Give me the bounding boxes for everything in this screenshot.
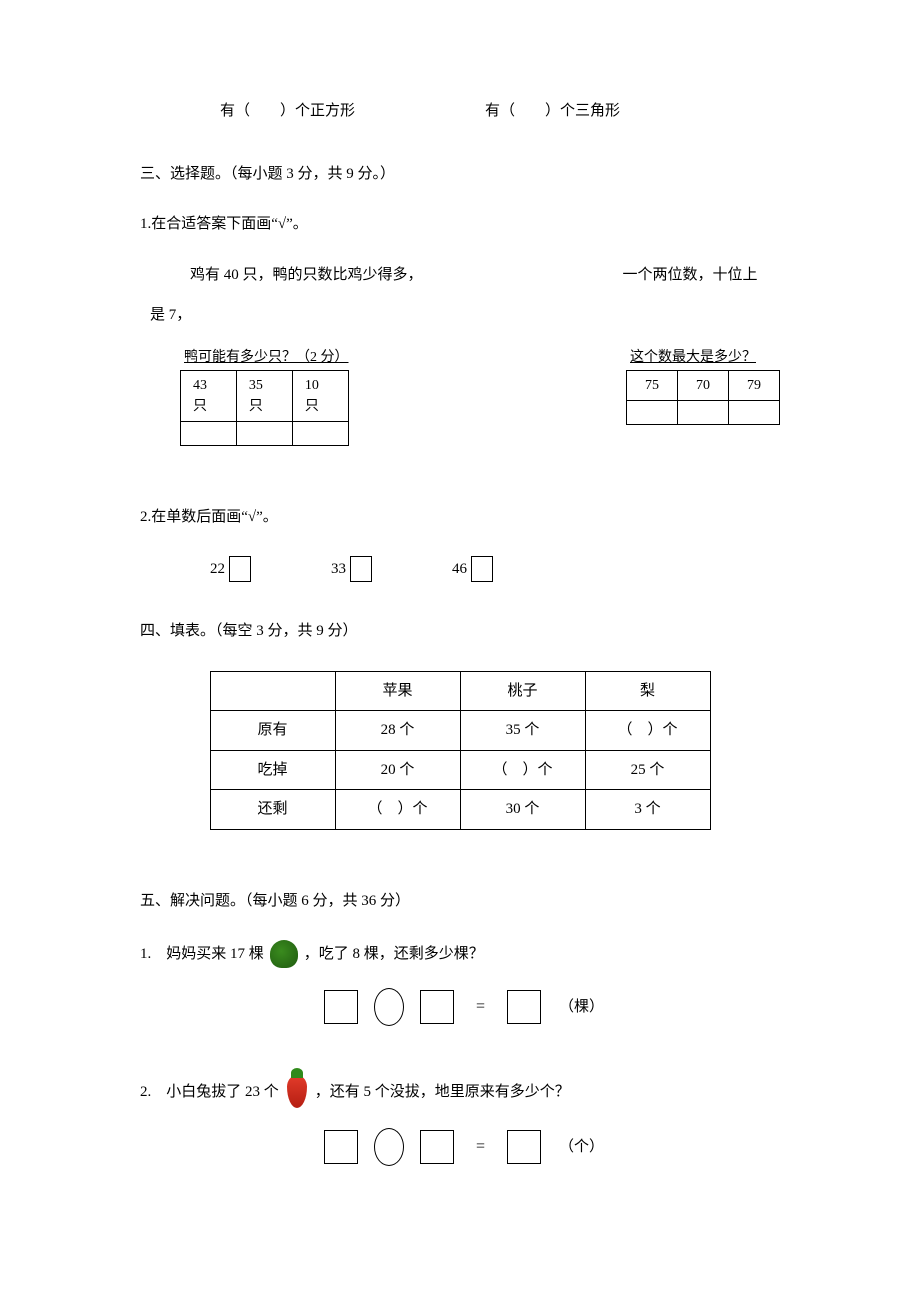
section-4-heading: 四、填表。（每空 3 分，共 9 分） <box>140 620 780 643</box>
odd-num-3: 46 <box>452 558 467 581</box>
fruit-r2-c1: 20 个 <box>335 750 460 790</box>
q5-1-box-c[interactable] <box>507 990 541 1024</box>
q3-2-title: 2.在单数后面画“√”。 <box>140 506 780 529</box>
fruit-r1-c1: 28 个 <box>335 711 460 751</box>
fruit-h-3: 梨 <box>585 671 710 711</box>
fruit-row-3: 还剩 （ ）个 30 个 3 个 <box>210 790 710 830</box>
square-count-text: 有（ ）个正方形 <box>220 100 355 123</box>
q3-1-stem-row: 鸡有 40 只，鸭的只数比鸡少得多， 一个两位数，十位上 <box>190 264 780 287</box>
fruit-r3-c1[interactable]: （ ）个 <box>335 790 460 830</box>
q5-2-box-c[interactable] <box>507 1130 541 1164</box>
q3-1-stem-a: 鸡有 40 只，鸭的只数比鸡少得多， <box>190 264 423 287</box>
duck-table-caption: 鸭可能有多少只？（2 分） <box>180 347 349 368</box>
fruit-r1-c2: 35 个 <box>460 711 585 751</box>
q5-1-post: ，吃了 8 棵，还剩多少棵？ <box>304 943 484 966</box>
q5-1-equation: = （棵） <box>140 988 780 1026</box>
fruit-h-0 <box>210 671 335 711</box>
q5-2-unit: （个） <box>559 1136 604 1159</box>
odd-item-2: 33 <box>331 556 372 580</box>
q5-2-equation: = （个） <box>140 1128 780 1166</box>
max-ans-1[interactable] <box>627 400 678 424</box>
fruit-r2-c3: 25 个 <box>585 750 710 790</box>
odd-num-2: 33 <box>331 558 346 581</box>
duck-opt-3: 10 只 <box>292 370 348 421</box>
odd-num-1: 22 <box>210 558 225 581</box>
duck-option-table: 43 只 35 只 10 只 <box>180 370 349 446</box>
duck-ans-3[interactable] <box>292 421 348 445</box>
worksheet-page: 有（ ）个正方形 有（ ）个三角形 三、选择题。（每小题 3 分，共 9 分。）… <box>0 0 920 1276</box>
max-num-table: 75 70 79 <box>626 370 780 425</box>
max-opt-1: 75 <box>627 370 678 400</box>
max-num-table-wrap: 这个数最大是多少？ 75 70 79 <box>626 347 780 425</box>
odd-number-line: 22 33 46 <box>210 556 780 580</box>
odd-item-3: 46 <box>452 556 493 580</box>
fruit-h-2: 桃子 <box>460 671 585 711</box>
duck-opt-1: 43 只 <box>181 370 237 421</box>
carrot-icon <box>287 1076 307 1108</box>
shape-count-line: 有（ ）个正方形 有（ ）个三角形 <box>140 100 780 123</box>
q5-1-equals: = <box>476 995 485 1019</box>
q5-2-box-b[interactable] <box>420 1130 454 1164</box>
q5-1-pre: 1. 妈妈买来 17 棵 <box>140 943 264 966</box>
duck-ans-1[interactable] <box>181 421 237 445</box>
max-opt-2: 70 <box>678 370 729 400</box>
q5-1-box-a[interactable] <box>324 990 358 1024</box>
section-5-heading: 五、解决问题。（每小题 6 分，共 36 分） <box>140 890 780 913</box>
fruit-r1-c0: 原有 <box>210 711 335 751</box>
duck-ans-2[interactable] <box>236 421 292 445</box>
fruit-table: 苹果 桃子 梨 原有 28 个 35 个 （ ）个 吃掉 20 个 （ ）个 2… <box>210 671 711 830</box>
fruit-h-1: 苹果 <box>335 671 460 711</box>
q5-2-pre: 2. 小白兔拔了 23 个 <box>140 1081 279 1104</box>
q5-2-stem: 2. 小白兔拔了 23 个 ，还有 5 个没拔，地里原来有多少个？ <box>140 1076 780 1108</box>
cabbage-icon <box>270 940 298 968</box>
odd-item-1: 22 <box>210 556 251 580</box>
fruit-row-1: 原有 28 个 35 个 （ ）个 <box>210 711 710 751</box>
triangle-count-text: 有（ ）个三角形 <box>485 100 620 123</box>
fruit-r3-c0: 还剩 <box>210 790 335 830</box>
q5-2-equals: = <box>476 1135 485 1159</box>
odd-box-1[interactable] <box>229 556 251 582</box>
q5-2-post: ，还有 5 个没拔，地里原来有多少个？ <box>315 1081 570 1104</box>
fruit-r1-c3[interactable]: （ ）个 <box>585 711 710 751</box>
q3-1-tables: 鸭可能有多少只？（2 分） 43 只 35 只 10 只 这个数最大是多少？ 7 <box>180 347 780 446</box>
q5-1-unit: （棵） <box>559 996 604 1019</box>
max-num-caption: 这个数最大是多少？ <box>626 347 780 368</box>
odd-box-2[interactable] <box>350 556 372 582</box>
q3-1-stem-b: 一个两位数，十位上 <box>623 264 758 287</box>
q5-2-op[interactable] <box>374 1128 404 1166</box>
q5-2-box-a[interactable] <box>324 1130 358 1164</box>
q3-1-stem-c: 是 7， <box>150 304 780 327</box>
fruit-r2-c0: 吃掉 <box>210 750 335 790</box>
fruit-r3-c3: 3 个 <box>585 790 710 830</box>
max-opt-3: 79 <box>729 370 780 400</box>
fruit-header-row: 苹果 桃子 梨 <box>210 671 710 711</box>
duck-table-wrap: 鸭可能有多少只？（2 分） 43 只 35 只 10 只 <box>180 347 349 446</box>
fruit-row-2: 吃掉 20 个 （ ）个 25 个 <box>210 750 710 790</box>
q5-1-op[interactable] <box>374 988 404 1026</box>
max-ans-2[interactable] <box>678 400 729 424</box>
q3-1-title: 1.在合适答案下面画“√”。 <box>140 213 780 236</box>
odd-box-3[interactable] <box>471 556 493 582</box>
fruit-r3-c2: 30 个 <box>460 790 585 830</box>
q5-1-box-b[interactable] <box>420 990 454 1024</box>
max-ans-3[interactable] <box>729 400 780 424</box>
fruit-r2-c2[interactable]: （ ）个 <box>460 750 585 790</box>
duck-opt-2: 35 只 <box>236 370 292 421</box>
q5-1-stem: 1. 妈妈买来 17 棵 ，吃了 8 棵，还剩多少棵？ <box>140 940 780 968</box>
section-3-heading: 三、选择题。（每小题 3 分，共 9 分。） <box>140 163 780 186</box>
